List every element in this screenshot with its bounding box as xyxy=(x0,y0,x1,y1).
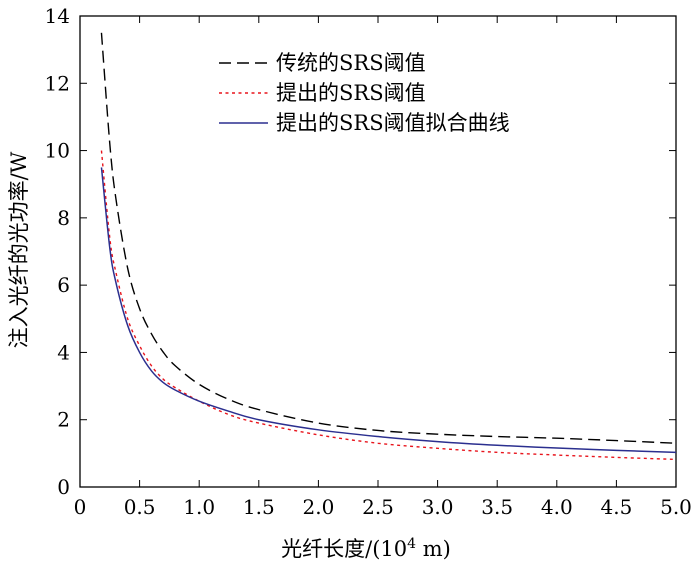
x-tick-label: 1.0 xyxy=(183,495,215,519)
x-tick-label: 4.0 xyxy=(541,495,573,519)
legend-entry-traditional-label: 传统的SRS阈值 xyxy=(276,51,426,75)
x-axis-title-sup: 4 xyxy=(407,536,416,552)
x-tick-label: 4.5 xyxy=(600,495,632,519)
x-tick-label: 3.5 xyxy=(481,495,513,519)
legend-entry-fit-label: 提出的SRS阈值拟合曲线 xyxy=(276,111,510,135)
x-tick-label: 2.0 xyxy=(302,495,334,519)
y-tick-label: 10 xyxy=(45,139,70,163)
y-tick-label: 4 xyxy=(57,340,70,364)
x-tick-label: 5.0 xyxy=(660,495,692,519)
x-tick-label: 0.5 xyxy=(124,495,156,519)
series-proposed-threshold-line xyxy=(100,150,677,461)
series-layer xyxy=(100,32,677,461)
x-tick-label: 1.5 xyxy=(243,495,275,519)
y-tick-label: 2 xyxy=(57,408,70,432)
series-traditional-threshold-line xyxy=(100,32,677,444)
y-axis-ticks: 0 2 4 6 8 10 12 14 xyxy=(45,4,676,499)
y-axis-title: 注入光纤的光功率/W xyxy=(7,151,31,348)
y-tick-label: 8 xyxy=(57,206,70,230)
x-axis-title: 光纤长度/(104 m) xyxy=(281,536,451,561)
x-axis-title-prefix: 光纤长度/(10 xyxy=(281,537,407,561)
x-axis-title-suffix: m) xyxy=(416,537,451,561)
y-tick-label: 0 xyxy=(57,475,70,499)
y-tick-label: 12 xyxy=(45,71,70,95)
x-tick-label: 3.0 xyxy=(422,495,454,519)
y-tick-label: 14 xyxy=(45,4,70,28)
x-tick-label: 0 xyxy=(74,495,87,519)
x-tick-label: 2.5 xyxy=(362,495,394,519)
x-axis-ticks: 0 0.5 1.0 1.5 2.0 2.5 3.0 3.5 4.0 4.5 5.0 xyxy=(74,16,692,519)
y-tick-label: 6 xyxy=(57,273,70,297)
series-proposed-fit-line xyxy=(100,167,677,454)
legend-entry-proposed-label: 提出的SRS阈值 xyxy=(276,81,426,105)
